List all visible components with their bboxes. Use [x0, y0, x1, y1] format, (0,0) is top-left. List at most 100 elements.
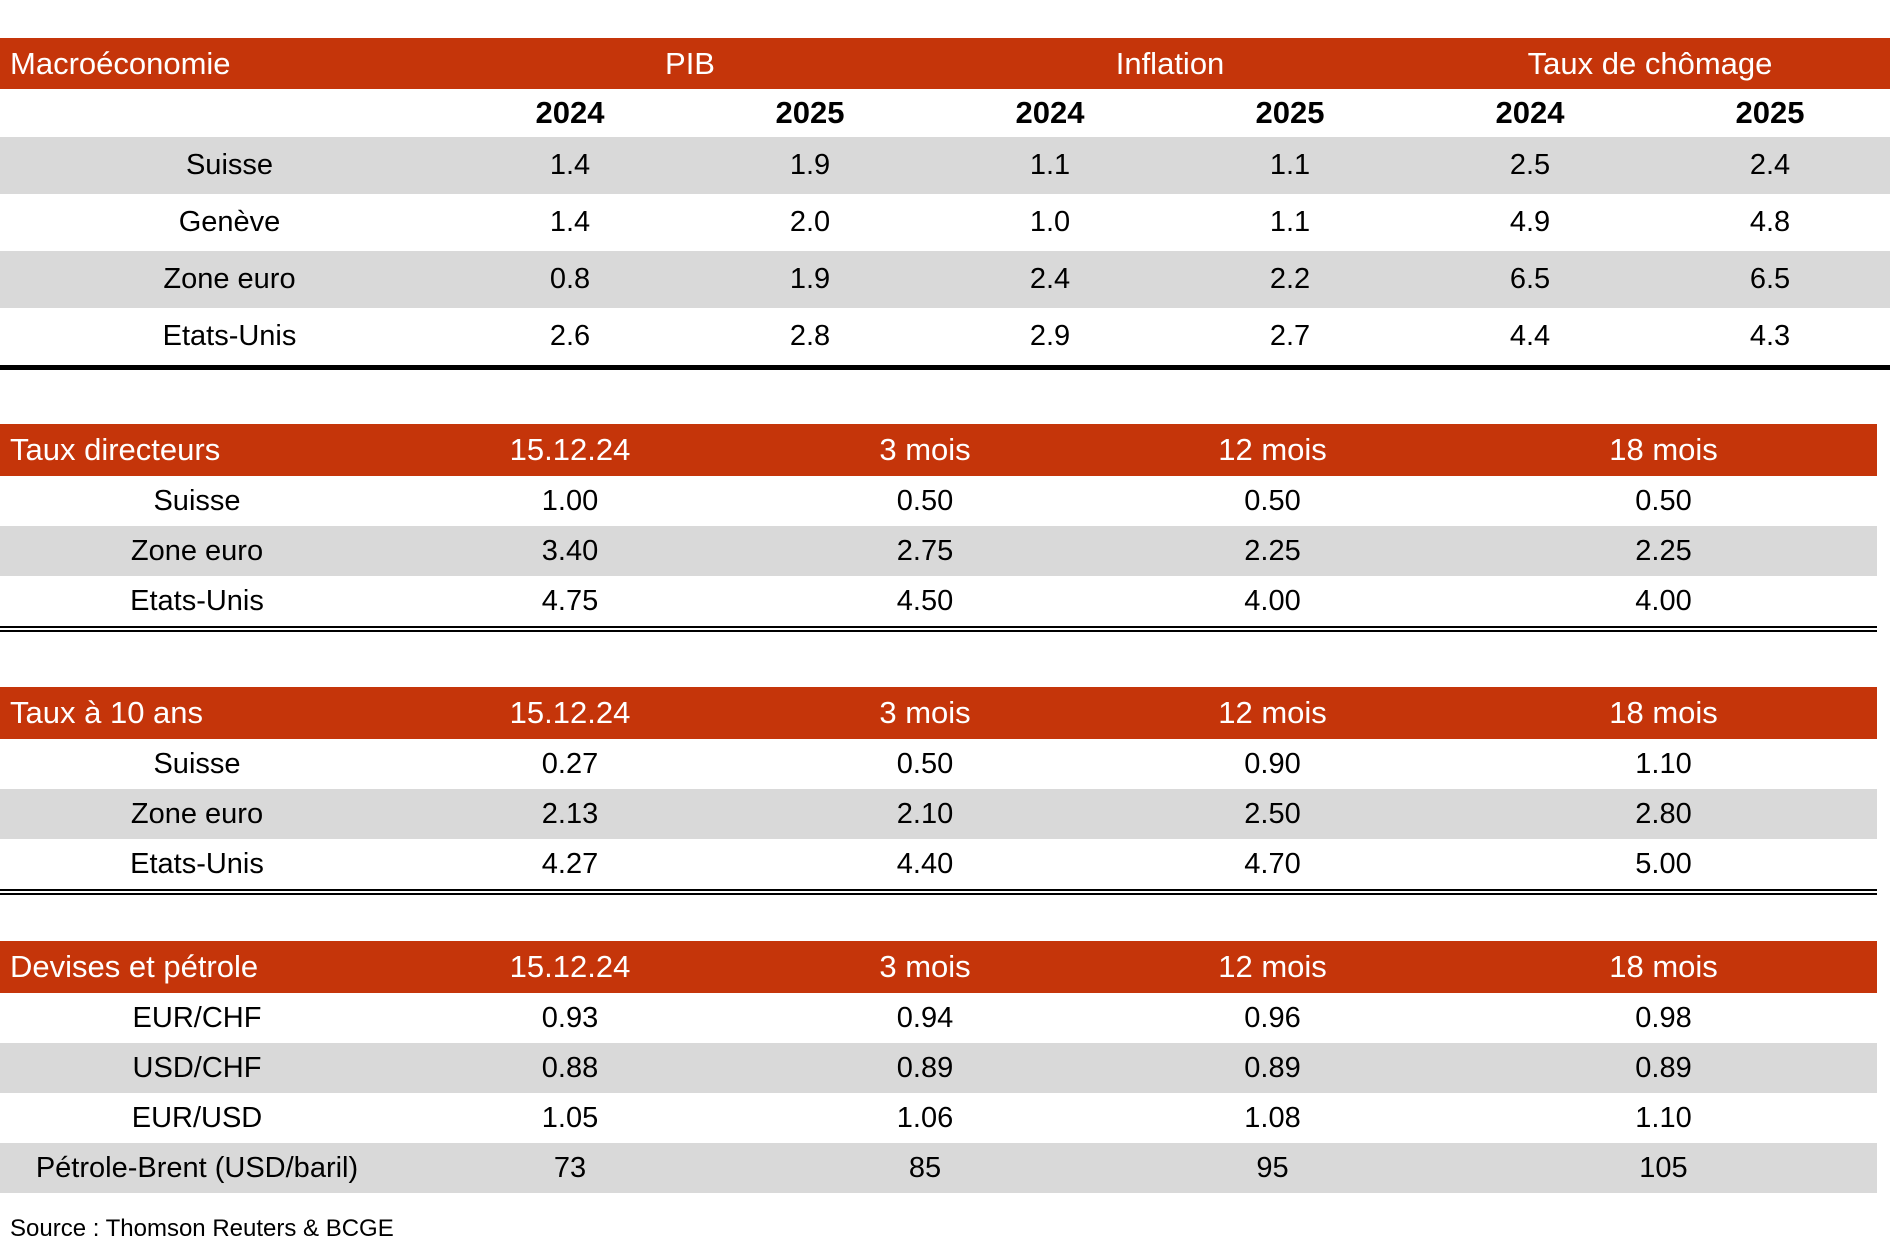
value-cell: 105 — [1450, 1143, 1877, 1193]
column-header: 3 mois — [755, 424, 1095, 476]
table-row: EUR/USD 1.05 1.06 1.08 1.10 — [0, 1093, 1877, 1143]
table-row: EUR/CHF 0.93 0.94 0.96 0.98 — [0, 993, 1877, 1043]
row-label: USD/CHF — [0, 1043, 385, 1093]
group-header-chomage: Taux de chômage — [1410, 38, 1890, 89]
value-cell: 0.98 — [1635, 1001, 1692, 1034]
devises-petrole-title: Devises et pétrole — [0, 941, 385, 993]
table-row: Suisse 1.4 1.9 1.1 1.1 2.5 2.4 — [0, 137, 1890, 194]
value-cell: 4.40 — [896, 847, 954, 880]
value-cell: 0.88 — [385, 1043, 755, 1093]
value-cell: 2.25 — [1450, 526, 1877, 576]
value-cell: 4.27 — [541, 847, 599, 880]
value-cell: 0.90 — [1244, 747, 1301, 780]
value-cell: 73 — [385, 1143, 755, 1193]
table-row: Zone euro 3.40 2.75 2.25 2.25 — [0, 526, 1877, 576]
value-cell: 2.4 — [1650, 137, 1890, 194]
value-cell: 2.75 — [755, 526, 1095, 576]
year-header: 2025 — [690, 89, 930, 137]
value-cell: 2.50 — [1095, 789, 1450, 839]
row-label: Zone euro — [0, 526, 385, 576]
value-cell: 1.1 — [1170, 137, 1411, 194]
table-row: Etats-Unis 4.75 4.50 4.00 4.00 — [0, 576, 1877, 629]
year-header: 2025 — [1650, 89, 1890, 137]
table-row: Zone euro 2.13 2.10 2.50 2.80 — [0, 789, 1877, 839]
year-header: 2024 — [1410, 89, 1651, 137]
column-header: 15.12.24 — [385, 687, 755, 739]
value-cell: 0.89 — [1450, 1043, 1877, 1093]
value-cell: 4.50 — [896, 584, 954, 617]
taux-10-ans-header-row: Taux à 10 ans 15.12.24 3 mois 12 mois 18… — [0, 687, 1877, 739]
value-cell: 6.5 — [1650, 251, 1890, 308]
row-label: Etats-Unis — [130, 847, 264, 880]
value-cell: 4.75 — [541, 584, 599, 617]
value-cell: 4.9 — [1509, 206, 1551, 238]
value-cell: 0.50 — [1635, 484, 1692, 517]
column-header: 15.12.24 — [385, 424, 755, 476]
value-cell: 2.6 — [549, 320, 591, 352]
value-cell: 1.1 — [930, 137, 1170, 194]
value-cell: 2.80 — [1450, 789, 1877, 839]
value-cell: 1.10 — [1635, 747, 1692, 780]
taux-directeurs-header-row: Taux directeurs 15.12.24 3 mois 12 mois … — [0, 424, 1877, 476]
value-cell: 1.10 — [1635, 1101, 1692, 1134]
value-cell: 4.70 — [1244, 847, 1301, 880]
value-cell: 4.8 — [1749, 206, 1791, 238]
value-cell: 1.00 — [541, 484, 599, 517]
row-label: Etats-Unis — [162, 320, 297, 352]
value-cell: 4.4 — [1509, 320, 1551, 352]
value-cell: 0.89 — [755, 1043, 1095, 1093]
row-label: Pétrole-Brent (USD/baril) — [0, 1143, 385, 1193]
taux-directeurs-table: Taux directeurs 15.12.24 3 mois 12 mois … — [0, 424, 1877, 632]
value-cell: 1.1 — [1269, 206, 1311, 238]
value-cell: 85 — [755, 1143, 1095, 1193]
value-cell: 1.0 — [1029, 206, 1071, 238]
value-cell: 0.50 — [896, 484, 954, 517]
devises-petrole-header-row: Devises et pétrole 15.12.24 3 mois 12 mo… — [0, 941, 1877, 993]
macro-table: Macroéconomie PIB Inflation Taux de chôm… — [0, 38, 1890, 370]
value-cell: 1.08 — [1244, 1101, 1301, 1134]
row-label: Etats-Unis — [130, 584, 264, 617]
value-cell: 1.9 — [690, 251, 930, 308]
value-cell: 0.96 — [1244, 1001, 1301, 1034]
value-cell: 1.05 — [541, 1101, 599, 1134]
table-row: Suisse 0.27 0.50 0.90 1.10 — [0, 739, 1877, 789]
value-cell: 2.8 — [789, 320, 831, 352]
devises-petrole-table: Devises et pétrole 15.12.24 3 mois 12 mo… — [0, 941, 1877, 1193]
source-note: Source : Thomson Reuters & BCGE — [10, 1215, 394, 1240]
macro-header-row: Macroéconomie PIB Inflation Taux de chôm… — [0, 38, 1890, 89]
value-cell: 0.50 — [896, 747, 954, 780]
taux-directeurs-title: Taux directeurs — [0, 424, 385, 476]
value-cell: 6.5 — [1410, 251, 1651, 308]
value-cell: 95 — [1095, 1143, 1450, 1193]
table-row: Etats-Unis 2.6 2.8 2.9 2.7 4.4 4.3 — [0, 308, 1890, 368]
table-row: Zone euro 0.8 1.9 2.4 2.2 6.5 6.5 — [0, 251, 1890, 308]
table-row: Etats-Unis 4.27 4.40 4.70 5.00 — [0, 839, 1877, 892]
year-header: 2024 — [450, 89, 690, 137]
taux-10-ans-table: Taux à 10 ans 15.12.24 3 mois 12 mois 18… — [0, 687, 1877, 895]
group-header-pib: PIB — [450, 38, 930, 89]
row-label: Suisse — [153, 747, 241, 780]
group-header-inflation: Inflation — [930, 38, 1411, 89]
value-cell: 0.93 — [541, 1001, 599, 1034]
column-header: 12 mois — [1095, 687, 1450, 739]
value-cell: 2.13 — [385, 789, 755, 839]
row-label: Suisse — [0, 137, 450, 194]
value-cell: 0.27 — [541, 747, 599, 780]
row-label: Zone euro — [0, 251, 450, 308]
row-label: Zone euro — [0, 789, 385, 839]
value-cell: 0.89 — [1095, 1043, 1450, 1093]
value-cell: 4.3 — [1749, 320, 1791, 352]
value-cell: 0.50 — [1244, 484, 1301, 517]
row-label: EUR/CHF — [132, 1001, 262, 1034]
value-cell: 2.7 — [1269, 320, 1311, 352]
value-cell: 4.00 — [1244, 584, 1301, 617]
column-header: 15.12.24 — [385, 941, 755, 993]
value-cell: 1.06 — [896, 1101, 954, 1134]
column-header: 18 mois — [1450, 687, 1877, 739]
macro-table-title: Macroéconomie — [0, 38, 450, 89]
column-header: 3 mois — [755, 687, 1095, 739]
column-header: 18 mois — [1450, 941, 1877, 993]
table-row: Suisse 1.00 0.50 0.50 0.50 — [0, 476, 1877, 526]
spacer-cell — [0, 89, 450, 137]
